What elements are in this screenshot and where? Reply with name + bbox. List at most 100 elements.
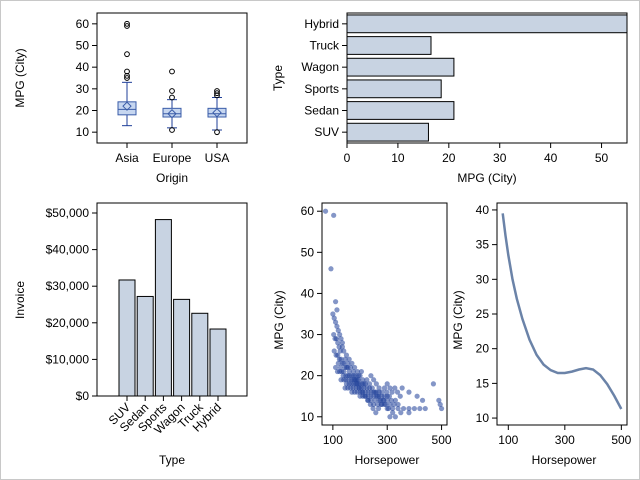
box-mean-marker [167,109,177,119]
fit-line [501,213,623,410]
scatter-point [379,389,385,395]
bar-sedan [136,295,154,397]
scatter-point [331,331,337,338]
scatter-panel: 10 20 30 40 50 60 100 300 500 Horsepower MPG (C… [272,202,452,467]
box-body [117,101,137,116]
y-tick-label: 10 [301,410,315,424]
scatter-point [358,368,365,375]
y-tick-label: 35 [476,238,490,252]
y-tick-label: $50,000 [46,206,90,220]
box-outlier [124,20,130,27]
scatter-point [356,373,362,379]
scatter-point [399,385,405,391]
scatter-point [335,327,341,334]
line-panel: 10 15 20 25 30 35 40 100 300 500 Horsepower MPG … [451,202,632,467]
scatter-point [332,364,339,371]
scatter-point [349,360,355,366]
y-tick-label: $0 [76,389,90,403]
y-tick-label: 40 [76,60,90,74]
scatter-point [337,331,343,338]
y-tick-label: 15 [476,376,490,390]
scatter-point [368,373,374,379]
scatter-point [406,389,412,395]
vbar-x-axis-label: Type [159,453,185,467]
x-tick-label: Europe [153,151,192,165]
scatter-point [348,377,354,383]
bar-hybrid [209,328,227,397]
y-tick-label: 30 [76,82,90,96]
line-y-axis-label: MPG (City) [451,290,465,349]
x-tick-label: 500 [432,433,452,447]
scatter-point [395,401,401,408]
scatter-point [352,364,358,371]
y-tick-label: 10 [76,125,90,139]
scatter-point [419,397,426,403]
y-tick-label: $10,000 [46,352,90,366]
y-tick-label: 10 [476,411,490,425]
box-outlier [214,88,220,94]
scatter-point [411,405,417,412]
vbar-frame [96,202,248,397]
box-outlier [124,75,130,81]
scatter-point [406,410,412,416]
scatter-point [372,397,378,403]
scatter-point [384,381,390,387]
y-tick-label: 50 [76,39,90,53]
scatter-point [414,393,420,399]
hbar-category-ticks: Hybrid Truck Wagon Sports Sedan SUV [301,17,347,139]
scatter-point [330,311,336,317]
line-x-ticks: 100 300 500 [498,425,632,447]
scatter-point [436,397,442,403]
scatter-point [378,401,384,408]
scatter-point [346,368,352,375]
line-frame [496,202,628,426]
bar-sedan [346,101,455,120]
scatter-point [346,356,352,362]
scatter-point [343,352,350,358]
scatter-point [331,348,337,354]
scatter-point [339,344,345,350]
hbar-frame [346,12,628,144]
scatter-point [391,401,397,408]
x-tick-label: 0 [344,151,351,165]
scatter-point [395,405,401,412]
box-outlier [169,88,175,94]
y-tick-label: $40,000 [46,243,90,257]
scatter-point [340,373,346,379]
scatter-point [341,368,347,375]
scatter-point [356,385,363,391]
box-mean-marker [122,101,132,111]
scatter-point [345,360,351,366]
scatter-point [347,364,354,371]
boxplot-panel: 10 20 30 40 50 60 Asia Europe USA Origin MPG (C… [13,12,248,185]
scatter-point [360,377,366,383]
scatter-point [367,401,373,408]
scatter-point [354,368,360,375]
scatter-point [359,389,365,395]
x-tick-label: 100 [498,433,518,447]
box-outlier [169,127,175,133]
hbar-y-axis-label: Type [271,65,285,91]
scatter-point [362,381,369,387]
y-tick-label: 40 [476,203,490,217]
scatter-point [332,319,339,325]
bar-sports [154,219,172,397]
boxplot-y-axis-label: MPG (City) [13,48,27,107]
scatter-point [387,401,393,408]
scatter-point [322,208,329,214]
scatter-point [333,336,340,342]
scatter-point [375,405,382,412]
scatter-point [397,393,403,399]
x-tick-label: 40 [544,151,558,165]
scatter-point [375,393,381,399]
scatter-point [342,356,348,362]
scatter-marks [322,208,445,420]
scatter-point [341,360,347,366]
line-marks [501,213,623,410]
scatter-point [417,405,423,412]
x-tick-label: 300 [555,433,575,447]
scatter-point [334,307,340,313]
box-body [162,107,182,118]
vbar-marks [118,219,227,397]
